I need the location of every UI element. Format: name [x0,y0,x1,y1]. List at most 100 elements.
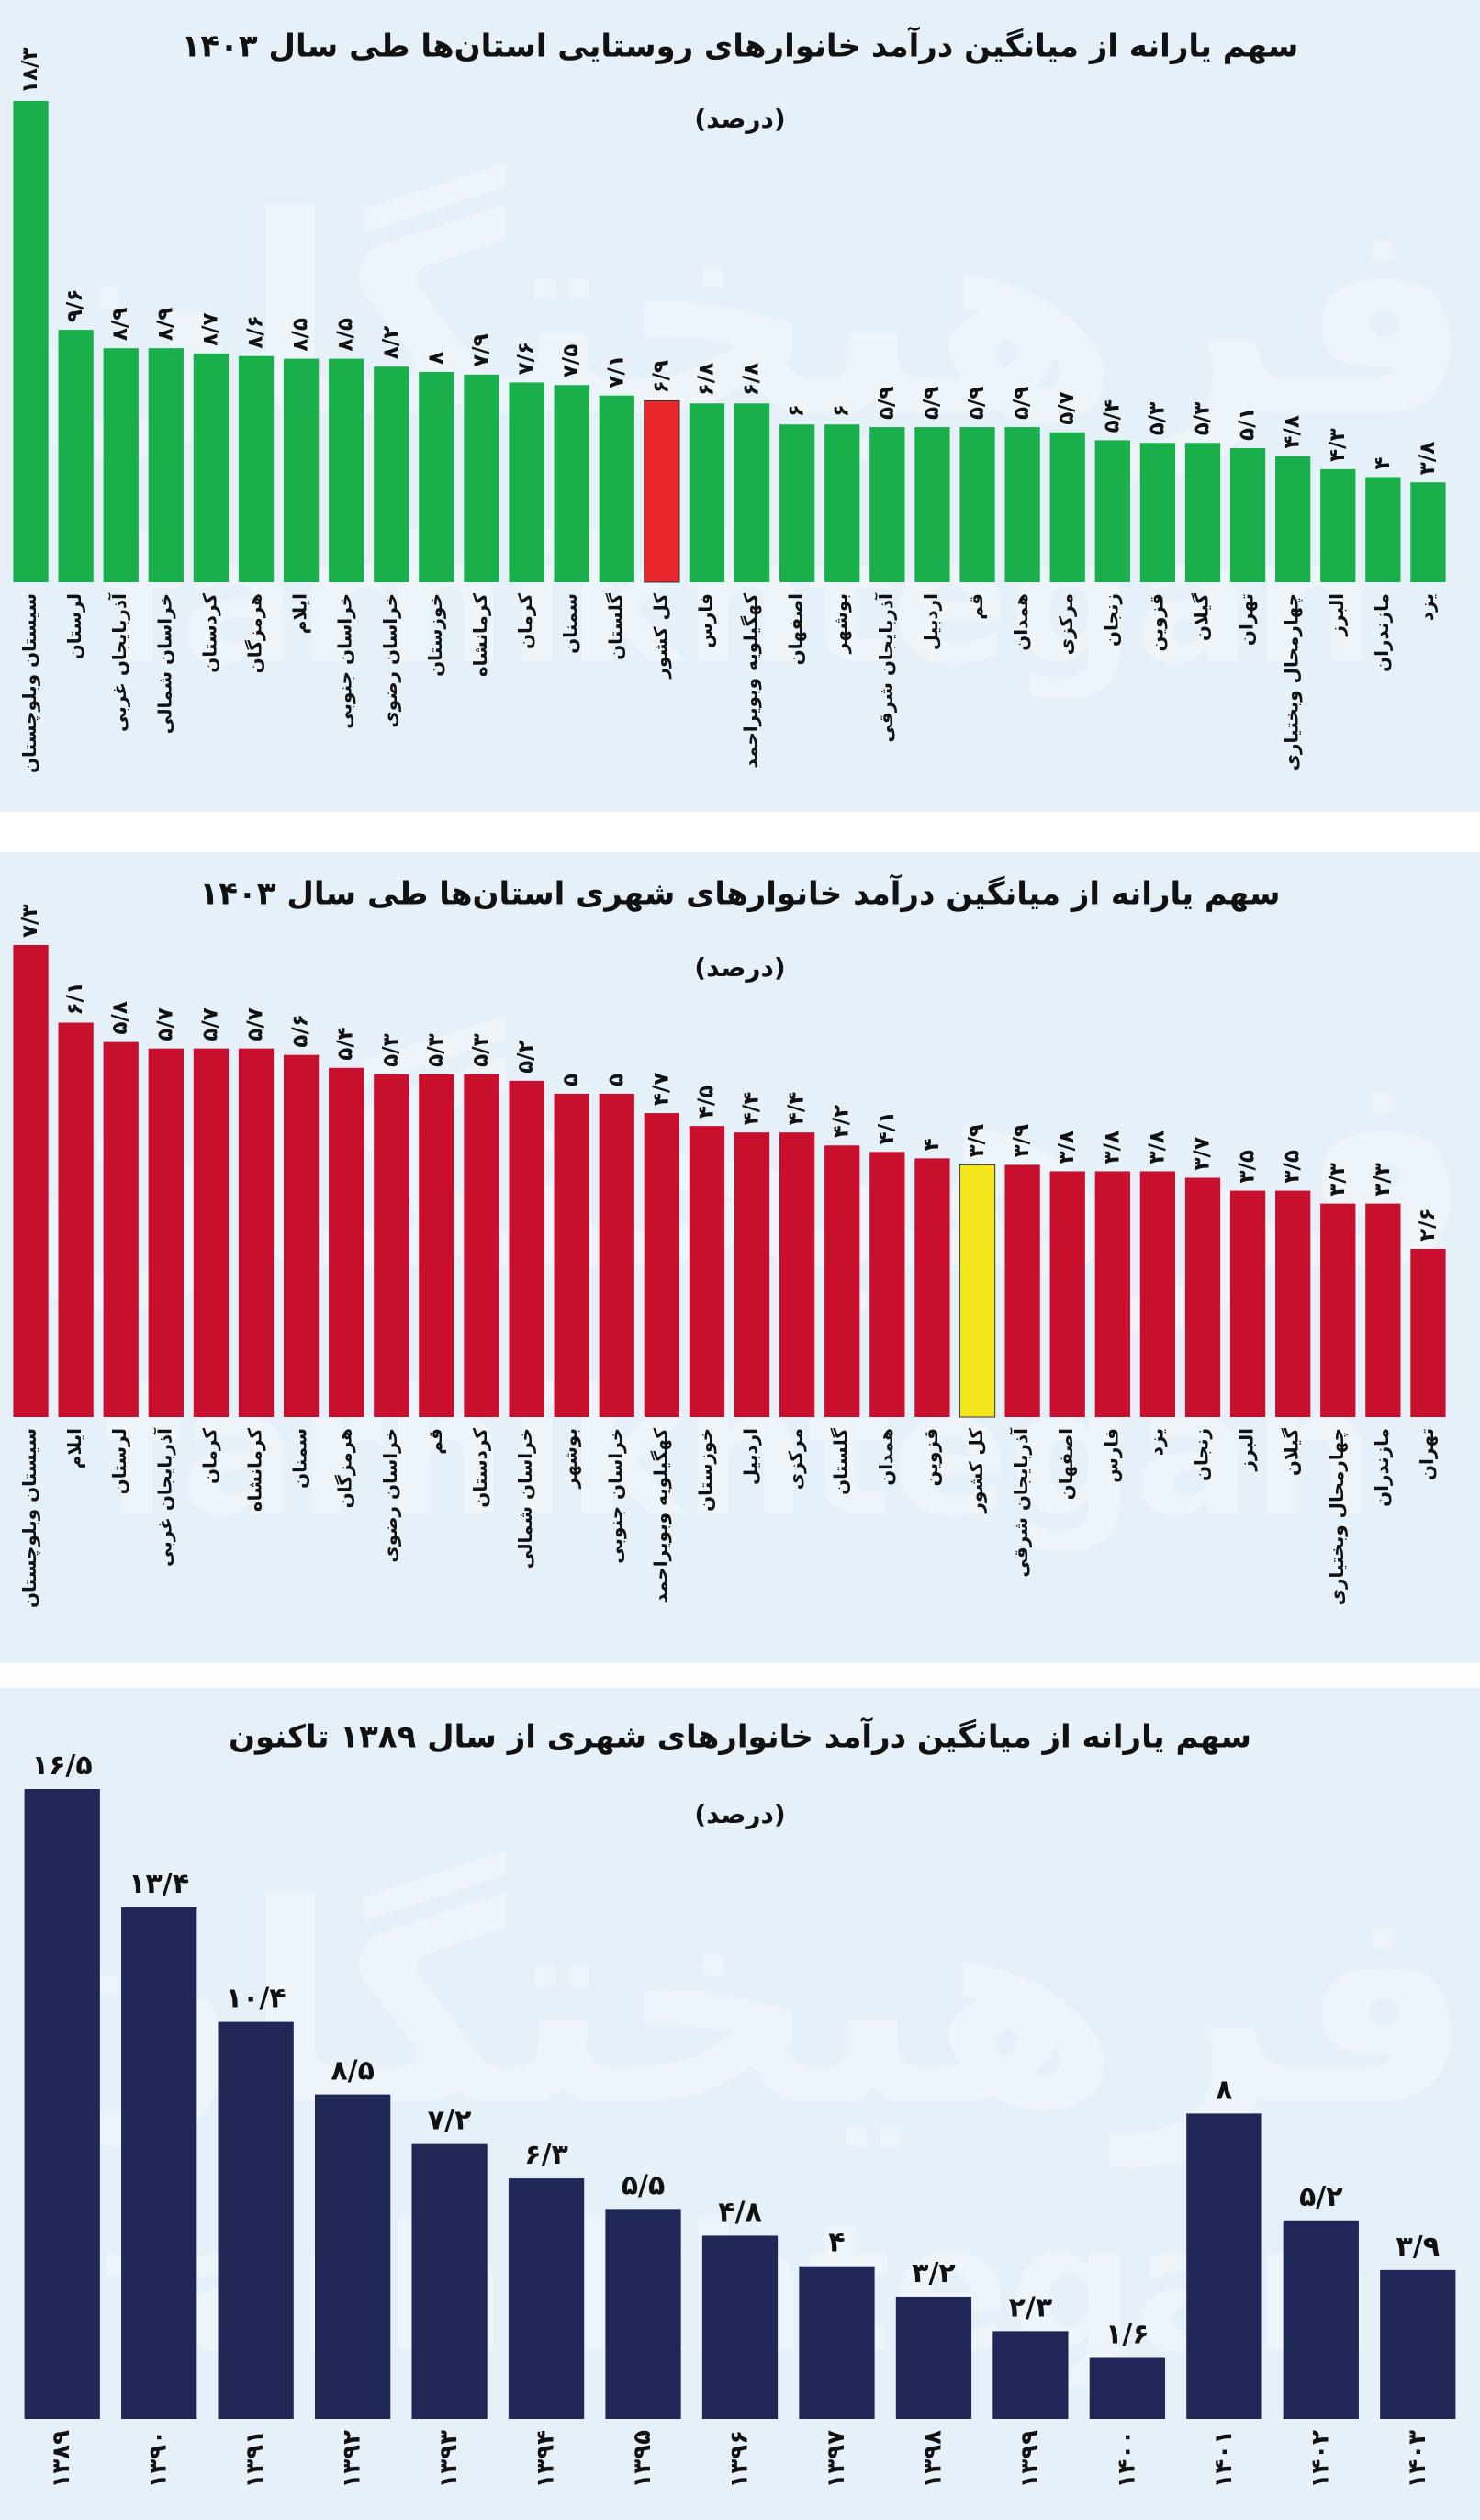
bar [644,399,680,583]
value-label: ۱۸/۳ [18,47,42,94]
value-label: ۳/۹ [965,1124,989,1157]
bar [374,1074,409,1417]
value-label: ۵/۶ [289,1014,313,1047]
category-label: قم [424,1428,446,1455]
category-label: مازندران [1371,1428,1393,1507]
category-label: بوشهر [559,1428,581,1489]
category-label: ۱۳۹۲ [339,2430,366,2489]
bar [193,1048,230,1417]
bar [1089,2357,1165,2419]
category-label: سیستان وبلوچستان [18,1428,41,1608]
value-label: ۸ [424,352,448,365]
bar [283,1054,320,1417]
bar [509,382,544,582]
category-label: کرمانشاه [469,593,491,678]
bar [148,1048,184,1417]
category-label: ۱۳۹۶ [726,2430,754,2488]
bar [1049,1171,1085,1417]
bar [599,1093,634,1417]
category-label: ۱۳۹۴ [533,2430,560,2488]
category-label: ۱۳۹۵ [629,2430,656,2489]
bar [554,1093,589,1417]
category-label: ۱۳۹۳ [435,2430,463,2489]
category-label: تهران [1416,1428,1438,1480]
value-label: ۶/۸ [740,363,764,396]
category-label: خراسان جنوبی [604,1428,626,1564]
value-label: ۴/۳ [1326,428,1350,461]
category-label: ۱۳۹۰ [145,2430,173,2488]
value-label: ۴/۴ [785,1092,809,1125]
category-label: زنجان [1190,1428,1212,1481]
category-label: بوشهر [830,593,852,654]
value-label: ۵/۳ [1190,402,1214,435]
value-label: ۵/۳ [469,1033,493,1066]
category-label: اردبیل [740,1428,762,1485]
value-label: ۷/۳ [18,905,42,938]
bar [464,1074,499,1417]
category-label: کل کشور [965,1428,987,1514]
value-label: ۴/۵ [694,1086,718,1119]
value-label: ۳/۳ [1371,1163,1395,1196]
bar [644,1113,680,1417]
category-label: گلستان [830,1428,852,1495]
value-label: ۵/۵ [622,2169,666,2201]
category-label: آذربایجان شرقی [874,592,897,743]
value-label: ۶/۳ [524,2139,568,2171]
bar [1410,482,1446,582]
bar [13,101,49,582]
bar [419,1074,454,1417]
bar [1004,427,1040,582]
bar [374,366,409,582]
bar [148,348,184,582]
value-label: ۳/۸ [1416,442,1440,475]
category-label: اردبیل [920,593,942,650]
value-label: ۴/۴ [740,1092,764,1125]
value-label: ۸/۵ [331,2055,375,2087]
value-label: ۶ [830,404,854,417]
category-label: ۱۳۸۹ [48,2430,75,2489]
category-label: کل کشور [649,593,671,680]
category-label: همدان [875,1428,897,1486]
category-label: هرمزگان [244,593,266,673]
value-label: ۴/۷ [649,1073,673,1106]
category-label: کهگیلویه وبویراحمد [740,593,762,769]
value-label: ۷/۲ [428,2105,472,2137]
bar [193,353,230,582]
category-label: کرمان [514,593,536,649]
chart-subtitle: (درصد) [694,104,785,134]
bar [895,2296,972,2419]
category-label: آذربایجان غربی [107,592,130,732]
bar [869,1152,905,1417]
category-label: آذربایجان شرقی [1009,1427,1032,1578]
category-label: کرمانشاه [244,1428,266,1513]
value-label: ۵/۹ [965,387,989,420]
value-label: ۱۶/۵ [32,1749,93,1782]
bar [869,427,905,582]
category-label: ۱۴۰۳ [1404,2430,1431,2489]
bar [1320,1203,1356,1417]
bar [701,2235,779,2419]
value-label: ۸/۶ [244,315,268,348]
bar [1049,432,1085,582]
value-label: ۷/۱ [604,354,628,388]
value-label: ۵/۷ [1055,391,1079,424]
bar [1139,443,1176,582]
chart-title: سهم یارانه از میانگین درآمد خانوارهای شه… [229,1717,1251,1756]
category-label: فارس [694,593,716,648]
value-label: ۳/۲ [912,2257,956,2289]
category-label: سمنان [289,1428,311,1489]
category-label: خراسان رضوی [379,1428,401,1563]
value-label: ۵/۲ [514,1040,538,1073]
bar [1365,477,1401,582]
chart-subtitle: (درصد) [694,1799,785,1829]
chart-title: سهم یارانه از میانگین درآمد خانوارهای شه… [200,874,1281,913]
value-label: ۵/۷ [153,1007,177,1041]
category-label: قزوین [920,1428,942,1486]
bar [103,1041,139,1417]
category-label: ۱۴۰۲ [1306,2430,1334,2489]
category-label: البرز [1236,1428,1258,1471]
category-label: همدان [1010,593,1032,651]
bar [605,2209,681,2419]
value-label: ۵/۸ [108,1001,132,1034]
value-label: ۶/۸ [694,363,718,396]
